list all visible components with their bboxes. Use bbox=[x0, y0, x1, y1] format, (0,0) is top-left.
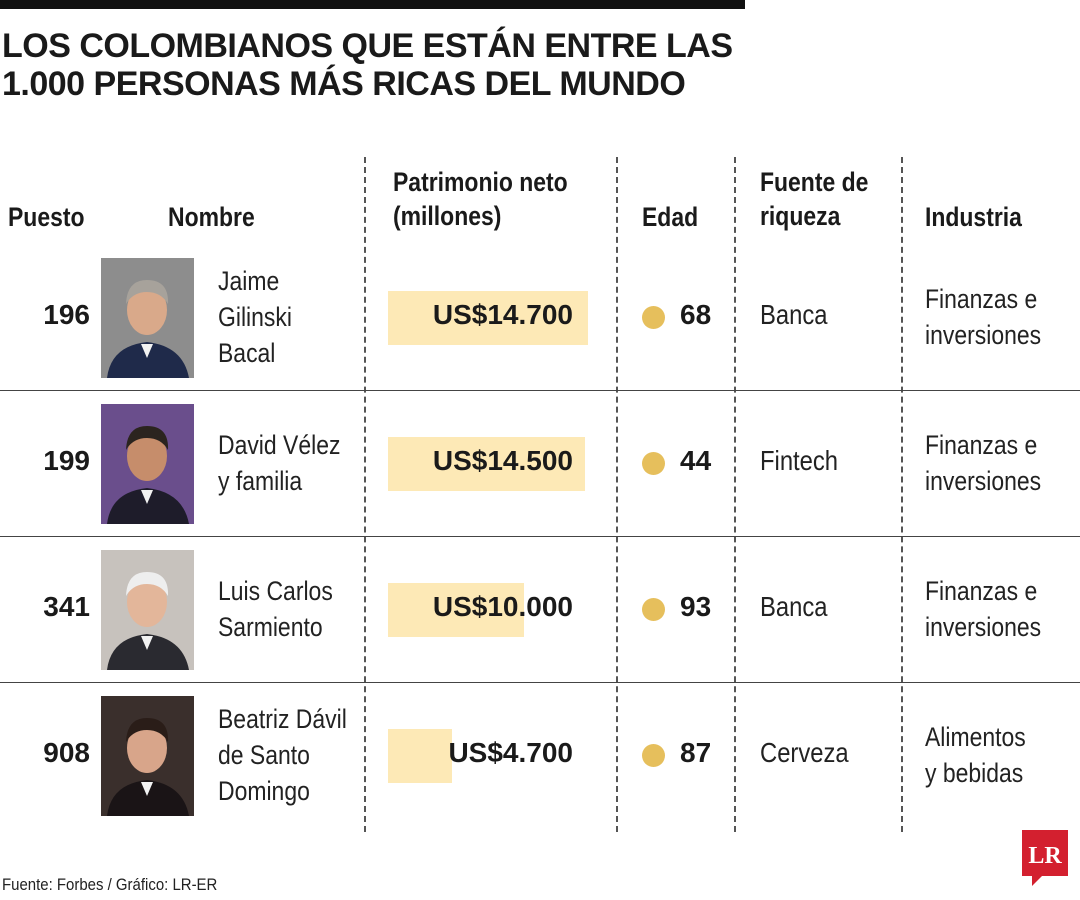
table-row: 199 David Vélez y familia US$14.500 44 Fintec… bbox=[0, 391, 1080, 537]
header-rank: Puesto bbox=[8, 202, 85, 232]
industry-line: y bebidas bbox=[925, 758, 1024, 788]
industry-line: Finanzas e bbox=[925, 576, 1038, 606]
top-rule bbox=[0, 0, 745, 9]
person-portrait bbox=[101, 404, 194, 524]
person-portrait bbox=[101, 550, 194, 670]
person-name: Jaime Gilinski Bacal bbox=[218, 263, 292, 371]
industry-line: Finanzas e bbox=[925, 284, 1038, 314]
age-dot bbox=[642, 452, 665, 475]
column-divider bbox=[616, 157, 618, 832]
age-value: 93 bbox=[680, 591, 712, 622]
net-worth-bar bbox=[388, 729, 452, 783]
person-photo bbox=[101, 696, 194, 816]
industry: Finanzas e inversiones bbox=[925, 281, 1041, 353]
net-worth-label: US$10.000 bbox=[432, 591, 573, 622]
person-name-line: de Santo bbox=[218, 740, 310, 770]
person-name: Beatriz Dávil de Santo Domingo bbox=[218, 701, 347, 809]
wealth-source: Banca bbox=[760, 299, 828, 330]
header-worth-line1: Patrimonio neto bbox=[393, 167, 568, 197]
rank-value: 908 bbox=[43, 737, 90, 768]
column-divider bbox=[734, 157, 736, 832]
table-row: 196 Jaime Gilinski Bacal US$14.700 68 Banca Fin… bbox=[0, 245, 1080, 391]
person-name-line: Jaime bbox=[218, 266, 280, 296]
person-name: David Vélez y familia bbox=[218, 427, 340, 499]
industry-line: inversiones bbox=[925, 612, 1042, 642]
header-worth-line2: (millones) bbox=[393, 201, 502, 231]
age-value: 68 bbox=[680, 299, 712, 330]
person-name-line: y familia bbox=[218, 466, 303, 496]
person-photo bbox=[101, 258, 194, 378]
age-dot bbox=[642, 306, 665, 329]
industry: Alimentos y bebidas bbox=[925, 719, 1026, 791]
table-row: 341 Luis Carlos Sarmiento US$10.000 93 Banca F… bbox=[0, 537, 1080, 683]
person-photo bbox=[101, 550, 194, 670]
industry: Finanzas e inversiones bbox=[925, 573, 1041, 645]
industry-line: Finanzas e bbox=[925, 430, 1038, 460]
header-source-line1: Fuente de bbox=[760, 167, 869, 197]
header-worth: Patrimonio neto (millones) bbox=[393, 165, 568, 233]
lr-logo: LR bbox=[1022, 830, 1068, 886]
header-industry: Industria bbox=[925, 202, 1022, 232]
person-name-line: Bacal bbox=[218, 338, 276, 368]
industry-line: inversiones bbox=[925, 466, 1042, 496]
header-source: Fuente de riqueza bbox=[760, 165, 868, 233]
net-worth-bar bbox=[388, 583, 524, 637]
wealth-source: Banca bbox=[760, 591, 828, 622]
age-dot bbox=[642, 744, 665, 767]
net-worth-label: US$14.500 bbox=[432, 445, 573, 476]
industry-line: Alimentos bbox=[925, 722, 1026, 752]
rank-value: 341 bbox=[43, 591, 90, 622]
rank-value: 196 bbox=[43, 299, 90, 330]
person-name-line: Domingo bbox=[218, 776, 310, 806]
age-value: 87 bbox=[680, 737, 712, 768]
header-source-line2: riqueza bbox=[760, 201, 841, 231]
person-name-line: Gilinski bbox=[218, 302, 292, 332]
industry-line: inversiones bbox=[925, 320, 1042, 350]
page-title: LOS COLOMBIANOS QUE ESTÁN ENTRE LAS 1.00… bbox=[2, 27, 733, 103]
net-worth-label: US$4.700 bbox=[448, 737, 573, 768]
person-name: Luis Carlos Sarmiento bbox=[218, 573, 333, 645]
net-worth-bar bbox=[388, 437, 585, 491]
person-photo bbox=[101, 404, 194, 524]
wealth-source: Fintech bbox=[760, 445, 839, 476]
net-worth-label: US$14.700 bbox=[432, 299, 573, 330]
column-divider bbox=[901, 157, 903, 832]
person-name-line: Sarmiento bbox=[218, 612, 323, 642]
footer-source: Fuente: Forbes / Gráfico: LR-ER bbox=[2, 875, 218, 894]
person-name-line: Luis Carlos bbox=[218, 576, 333, 606]
net-worth-bar bbox=[388, 291, 588, 345]
age-value: 44 bbox=[680, 445, 712, 476]
person-name-line: Beatriz Dávil bbox=[218, 704, 347, 734]
person-name-line: David Vélez bbox=[218, 430, 341, 460]
logo-text: LR bbox=[1028, 843, 1062, 869]
industry: Finanzas e inversiones bbox=[925, 427, 1041, 499]
wealth-source: Cerveza bbox=[760, 737, 849, 768]
table-row: 908 Beatriz Dávil de Santo Domingo US$4.700 8… bbox=[0, 683, 1080, 829]
person-portrait bbox=[101, 696, 194, 816]
header-name: Nombre bbox=[168, 202, 255, 232]
column-divider bbox=[364, 157, 366, 832]
header-age: Edad bbox=[642, 202, 699, 232]
age-dot bbox=[642, 598, 665, 621]
rank-value: 199 bbox=[43, 445, 90, 476]
person-portrait bbox=[101, 258, 194, 378]
